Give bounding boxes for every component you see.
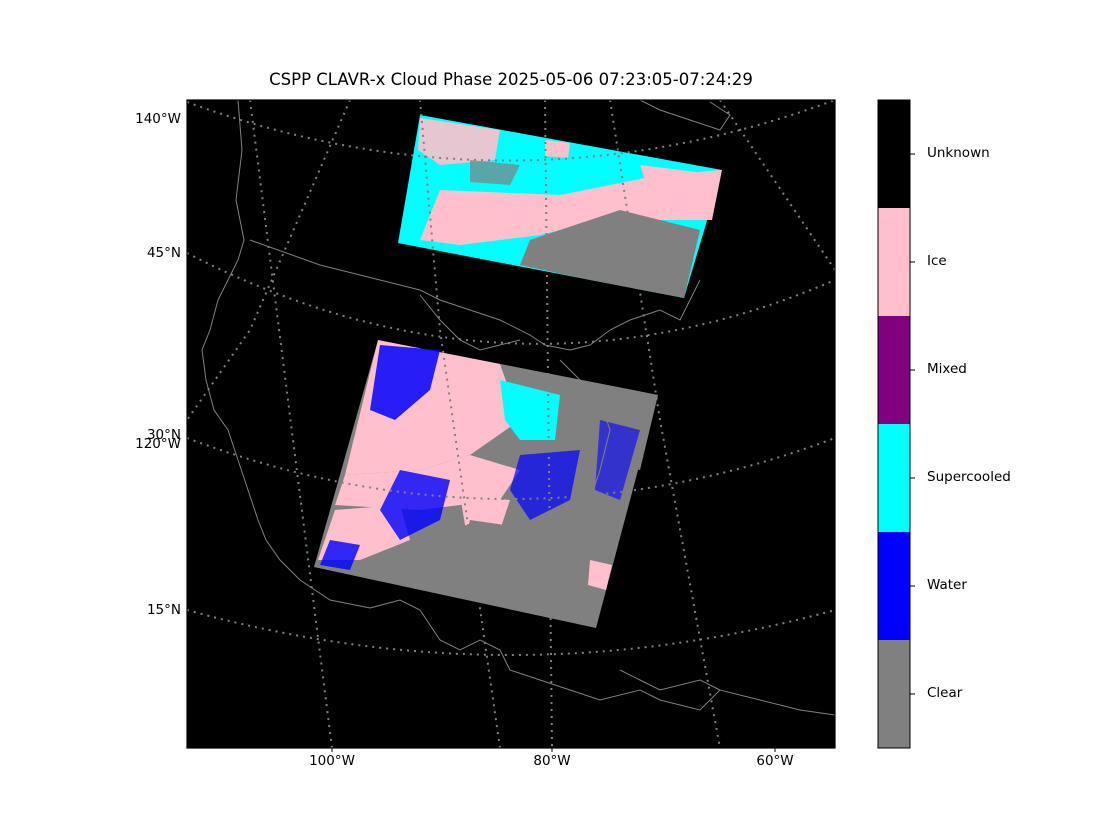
colorbar-label-water: Water — [927, 577, 967, 593]
colorbar-label-ice: Ice — [927, 253, 947, 269]
colorbar-swatch-mixed — [878, 316, 910, 425]
graticule — [187, 100, 835, 748]
map-frame — [186, 99, 836, 749]
lon-label-60w: 60°W — [756, 753, 794, 769]
colorbar-swatch-supercooled — [878, 424, 910, 533]
map-title: CSPP CLAVR-x Cloud Phase 2025-05-06 07:2… — [269, 70, 753, 89]
colorbar-swatch-water — [878, 532, 910, 641]
lat-label-30n: 30°N — [146, 427, 181, 443]
colorbar-swatch-unknown — [878, 100, 910, 209]
lon-label-100w: 100°W — [309, 753, 355, 769]
colorbar-swatch-clear — [878, 640, 910, 749]
lat-label-120w: 120°W — [135, 436, 181, 452]
colorbar — [877, 99, 915, 749]
granule-north — [398, 115, 722, 298]
colorbar-swatch-ice — [878, 208, 910, 317]
lat-label-15n: 15°N — [146, 602, 181, 618]
granule-south — [314, 340, 658, 628]
colorbar-label-supercooled: Supercooled — [927, 469, 1011, 485]
colorbar-label-unknown: Unknown — [927, 145, 990, 161]
lat-label-140w: 140°W — [135, 111, 181, 127]
coastlines — [201, 100, 835, 716]
lon-ticks — [331, 748, 776, 752]
map-panel — [187, 100, 835, 748]
lat-label-45n: 45°N — [146, 245, 181, 261]
colorbar-label-clear: Clear — [927, 685, 963, 701]
colorbar-label-mixed: Mixed — [927, 361, 967, 377]
colorbar-frame — [877, 99, 911, 749]
lon-label-80w: 80°W — [533, 753, 571, 769]
